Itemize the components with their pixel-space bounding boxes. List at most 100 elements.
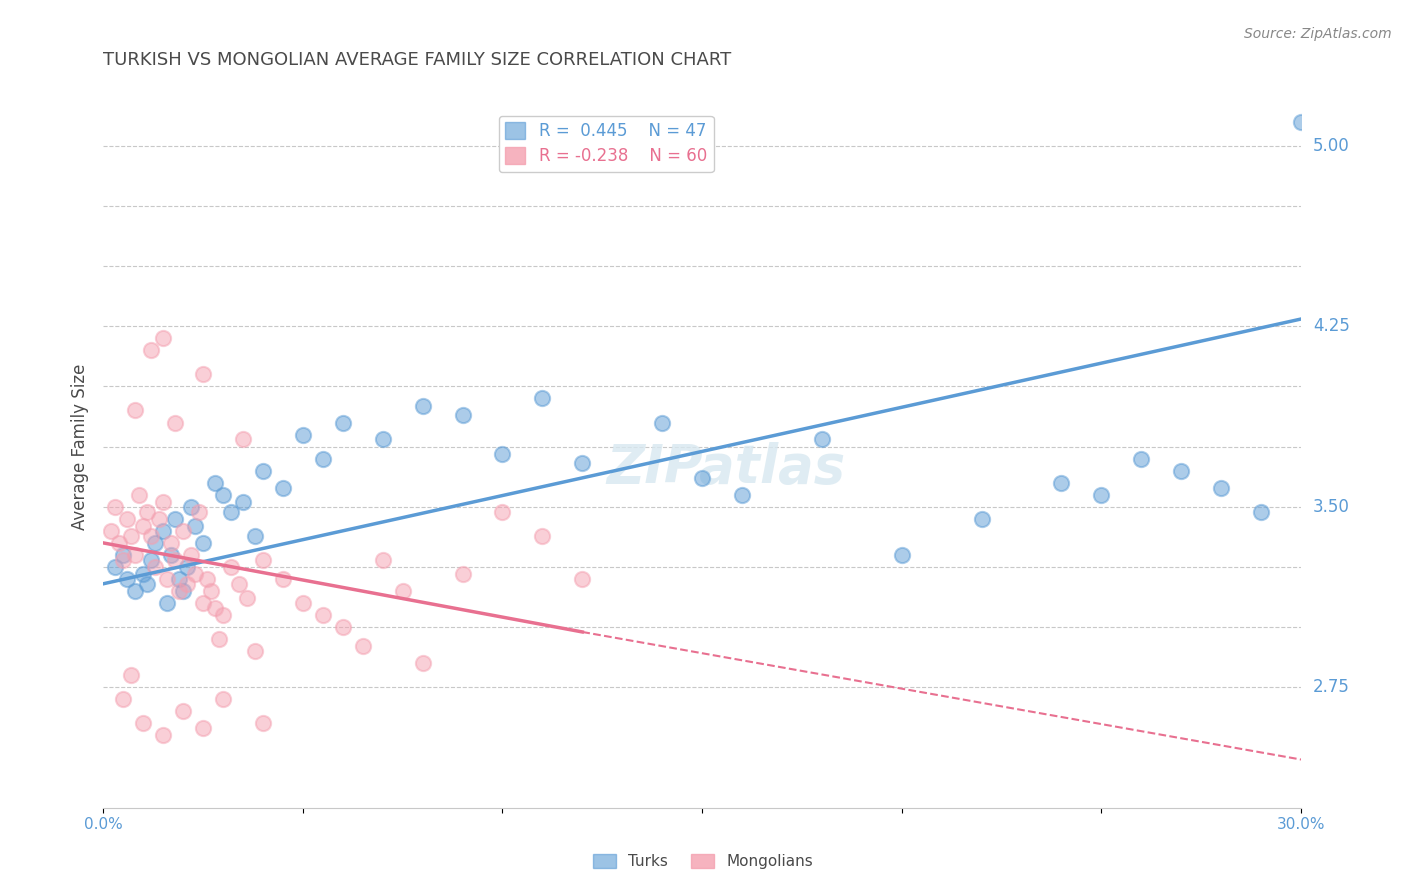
Point (191, 536, 214, 550)
Point (180, 548, 202, 562)
Point (291, 596, 314, 610)
Point (163, 416, 186, 430)
Point (491, 447, 513, 461)
Point (172, 584, 194, 599)
Point (531, 392, 554, 406)
Point (195, 572, 218, 586)
Point (191, 368, 214, 382)
Y-axis label: Average Family Size: Average Family Size (72, 363, 89, 530)
Point (491, 505, 513, 519)
Point (204, 475, 226, 490)
Legend: R =  0.445    N = 47, R = -0.238    N = 60: R = 0.445 N = 47, R = -0.238 N = 60 (499, 115, 714, 172)
Point (124, 403, 146, 417)
Point (143, 536, 166, 550)
Text: 4.25: 4.25 (1313, 318, 1350, 335)
Legend: Turks, Mongolians: Turks, Mongolians (586, 848, 820, 875)
Point (531, 529, 554, 543)
Point (1050, 475, 1073, 490)
Point (332, 416, 354, 430)
Point (152, 331, 174, 345)
Point (112, 548, 135, 562)
Point (1170, 464, 1192, 478)
Point (312, 608, 335, 623)
Point (243, 644, 266, 658)
Point (132, 519, 155, 533)
Point (332, 620, 354, 634)
Point (139, 529, 162, 543)
Point (132, 567, 155, 582)
Point (124, 548, 146, 562)
Point (731, 488, 754, 502)
Point (160, 536, 183, 550)
Point (1289, 114, 1312, 128)
Text: Source: ZipAtlas.com: Source: ZipAtlas.com (1244, 27, 1392, 41)
Point (391, 584, 413, 599)
Point (139, 553, 162, 567)
Point (180, 500, 202, 514)
Point (208, 632, 231, 647)
Point (571, 572, 593, 586)
Point (184, 567, 207, 582)
Point (172, 524, 194, 538)
Point (352, 640, 374, 654)
Point (212, 608, 235, 623)
Point (112, 553, 135, 567)
Point (100, 524, 122, 538)
Point (167, 584, 190, 599)
Point (219, 560, 242, 574)
Point (184, 519, 207, 533)
Point (163, 512, 186, 526)
Point (108, 536, 131, 550)
Point (120, 529, 142, 543)
Point (271, 481, 294, 495)
Point (890, 548, 912, 562)
Point (651, 416, 673, 430)
Text: 5.00: 5.00 (1313, 136, 1350, 154)
Point (228, 576, 250, 591)
Text: 3.50: 3.50 (1313, 498, 1350, 516)
Text: TURKISH VS MONGOLIAN AVERAGE FAMILY SIZE CORRELATION CHART: TURKISH VS MONGOLIAN AVERAGE FAMILY SIZE… (103, 51, 731, 69)
Point (136, 505, 159, 519)
Point (212, 488, 235, 502)
Point (200, 584, 222, 599)
Point (115, 512, 138, 526)
Point (204, 600, 226, 615)
Point (115, 572, 138, 586)
Point (371, 433, 394, 447)
Point (143, 560, 166, 574)
Point (152, 524, 174, 538)
Point (156, 596, 179, 610)
Point (219, 505, 242, 519)
Point (690, 471, 713, 485)
Point (128, 488, 150, 502)
Point (136, 576, 159, 591)
Point (412, 657, 434, 671)
Point (120, 668, 142, 682)
Point (163, 553, 186, 567)
Point (124, 584, 146, 599)
Text: 2.75: 2.75 (1313, 678, 1350, 697)
Point (312, 451, 335, 466)
Point (291, 427, 314, 442)
Point (252, 553, 274, 567)
Point (152, 495, 174, 509)
Point (571, 457, 593, 471)
Point (236, 591, 259, 606)
Point (371, 553, 394, 567)
Point (252, 716, 274, 731)
Point (104, 500, 127, 514)
Point (412, 399, 434, 413)
Point (232, 495, 254, 509)
Point (212, 692, 235, 706)
Point (451, 409, 474, 423)
Point (1130, 451, 1153, 466)
Point (104, 560, 127, 574)
Point (243, 529, 266, 543)
Point (176, 576, 198, 591)
Point (172, 705, 194, 719)
Point (148, 512, 170, 526)
Point (191, 721, 214, 735)
Point (132, 716, 155, 731)
Point (1250, 505, 1272, 519)
Text: ZIPatlas: ZIPatlas (606, 442, 845, 494)
